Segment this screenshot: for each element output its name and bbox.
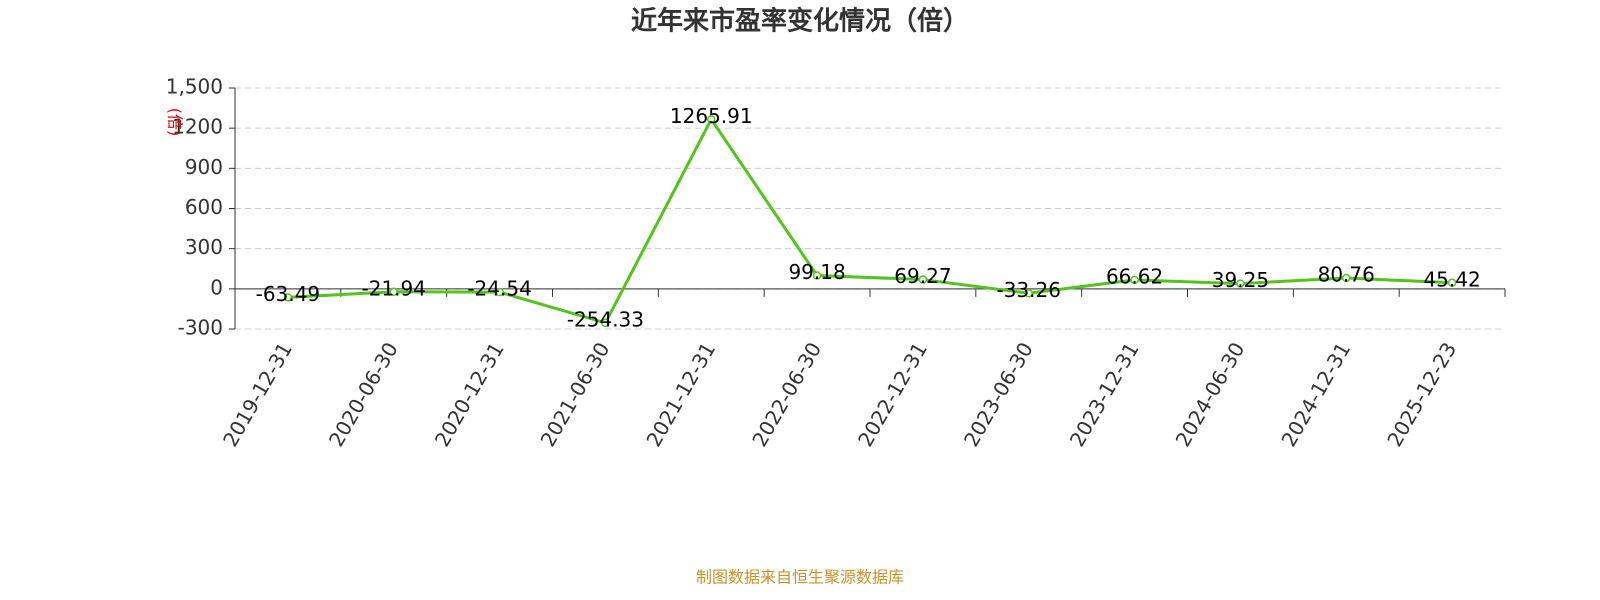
y-tick-label: 600 xyxy=(185,195,223,219)
x-tick-label: 2022-06-30 xyxy=(747,338,826,451)
source-note: 制图数据来自恒生聚源数据库 xyxy=(696,568,904,587)
data-point xyxy=(1342,273,1351,283)
data-line xyxy=(287,116,1453,325)
data-point xyxy=(283,293,293,302)
data-label: 45.42 xyxy=(1423,267,1480,291)
data-point xyxy=(1447,278,1457,288)
data-point xyxy=(495,287,504,297)
data-point xyxy=(812,271,822,280)
data-label: -33.26 xyxy=(997,278,1061,302)
x-tick-label: 2020-06-30 xyxy=(324,338,403,451)
x-tick-label: 2023-06-30 xyxy=(959,338,1038,451)
data-point xyxy=(389,287,398,297)
data-point xyxy=(601,318,610,328)
x-tick-label: 2024-06-30 xyxy=(1171,338,1250,451)
data-label: -63.49 xyxy=(256,282,320,306)
data-label: 39.25 xyxy=(1212,268,1269,292)
y-tick-label: 900 xyxy=(185,155,223,179)
x-tick-label: 2020-12-31 xyxy=(430,338,509,451)
x-tick-label: 2024-12-31 xyxy=(1276,338,1355,451)
x-tick-label: 2021-06-30 xyxy=(536,338,615,451)
data-label: 99.18 xyxy=(788,260,845,284)
data-label: 66.62 xyxy=(1106,264,1163,288)
data-label: 1265.91 xyxy=(670,104,753,128)
data-label: 80.76 xyxy=(1318,263,1375,287)
y-tick-label: 1200 xyxy=(172,115,223,139)
y-tick-label: 0 xyxy=(210,275,223,299)
x-tick-label: 2023-12-31 xyxy=(1065,338,1144,451)
y-tick-label: -300 xyxy=(178,316,223,340)
data-point xyxy=(707,115,716,124)
y-axis-label: (倍) xyxy=(166,108,185,137)
data-label: -21.94 xyxy=(362,276,426,300)
data-point xyxy=(1024,289,1033,298)
data-label: -24.54 xyxy=(467,277,531,301)
y-tick-label: 1,500 xyxy=(166,75,223,99)
data-point xyxy=(918,275,928,284)
x-tick-label: 2019-12-31 xyxy=(218,338,297,451)
chart-title: 近年来市盈率变化情况（倍） xyxy=(631,6,969,37)
x-tick-label: 2022-12-31 xyxy=(853,338,932,451)
data-point xyxy=(1236,279,1245,288)
data-label: 69.27 xyxy=(894,264,951,288)
x-tick-label: 2025-12-23 xyxy=(1382,338,1461,451)
data-point xyxy=(1130,275,1139,285)
y-tick-label: 300 xyxy=(185,235,223,259)
data-label: -254.33 xyxy=(567,307,644,331)
x-tick-label: 2021-12-31 xyxy=(641,338,720,451)
